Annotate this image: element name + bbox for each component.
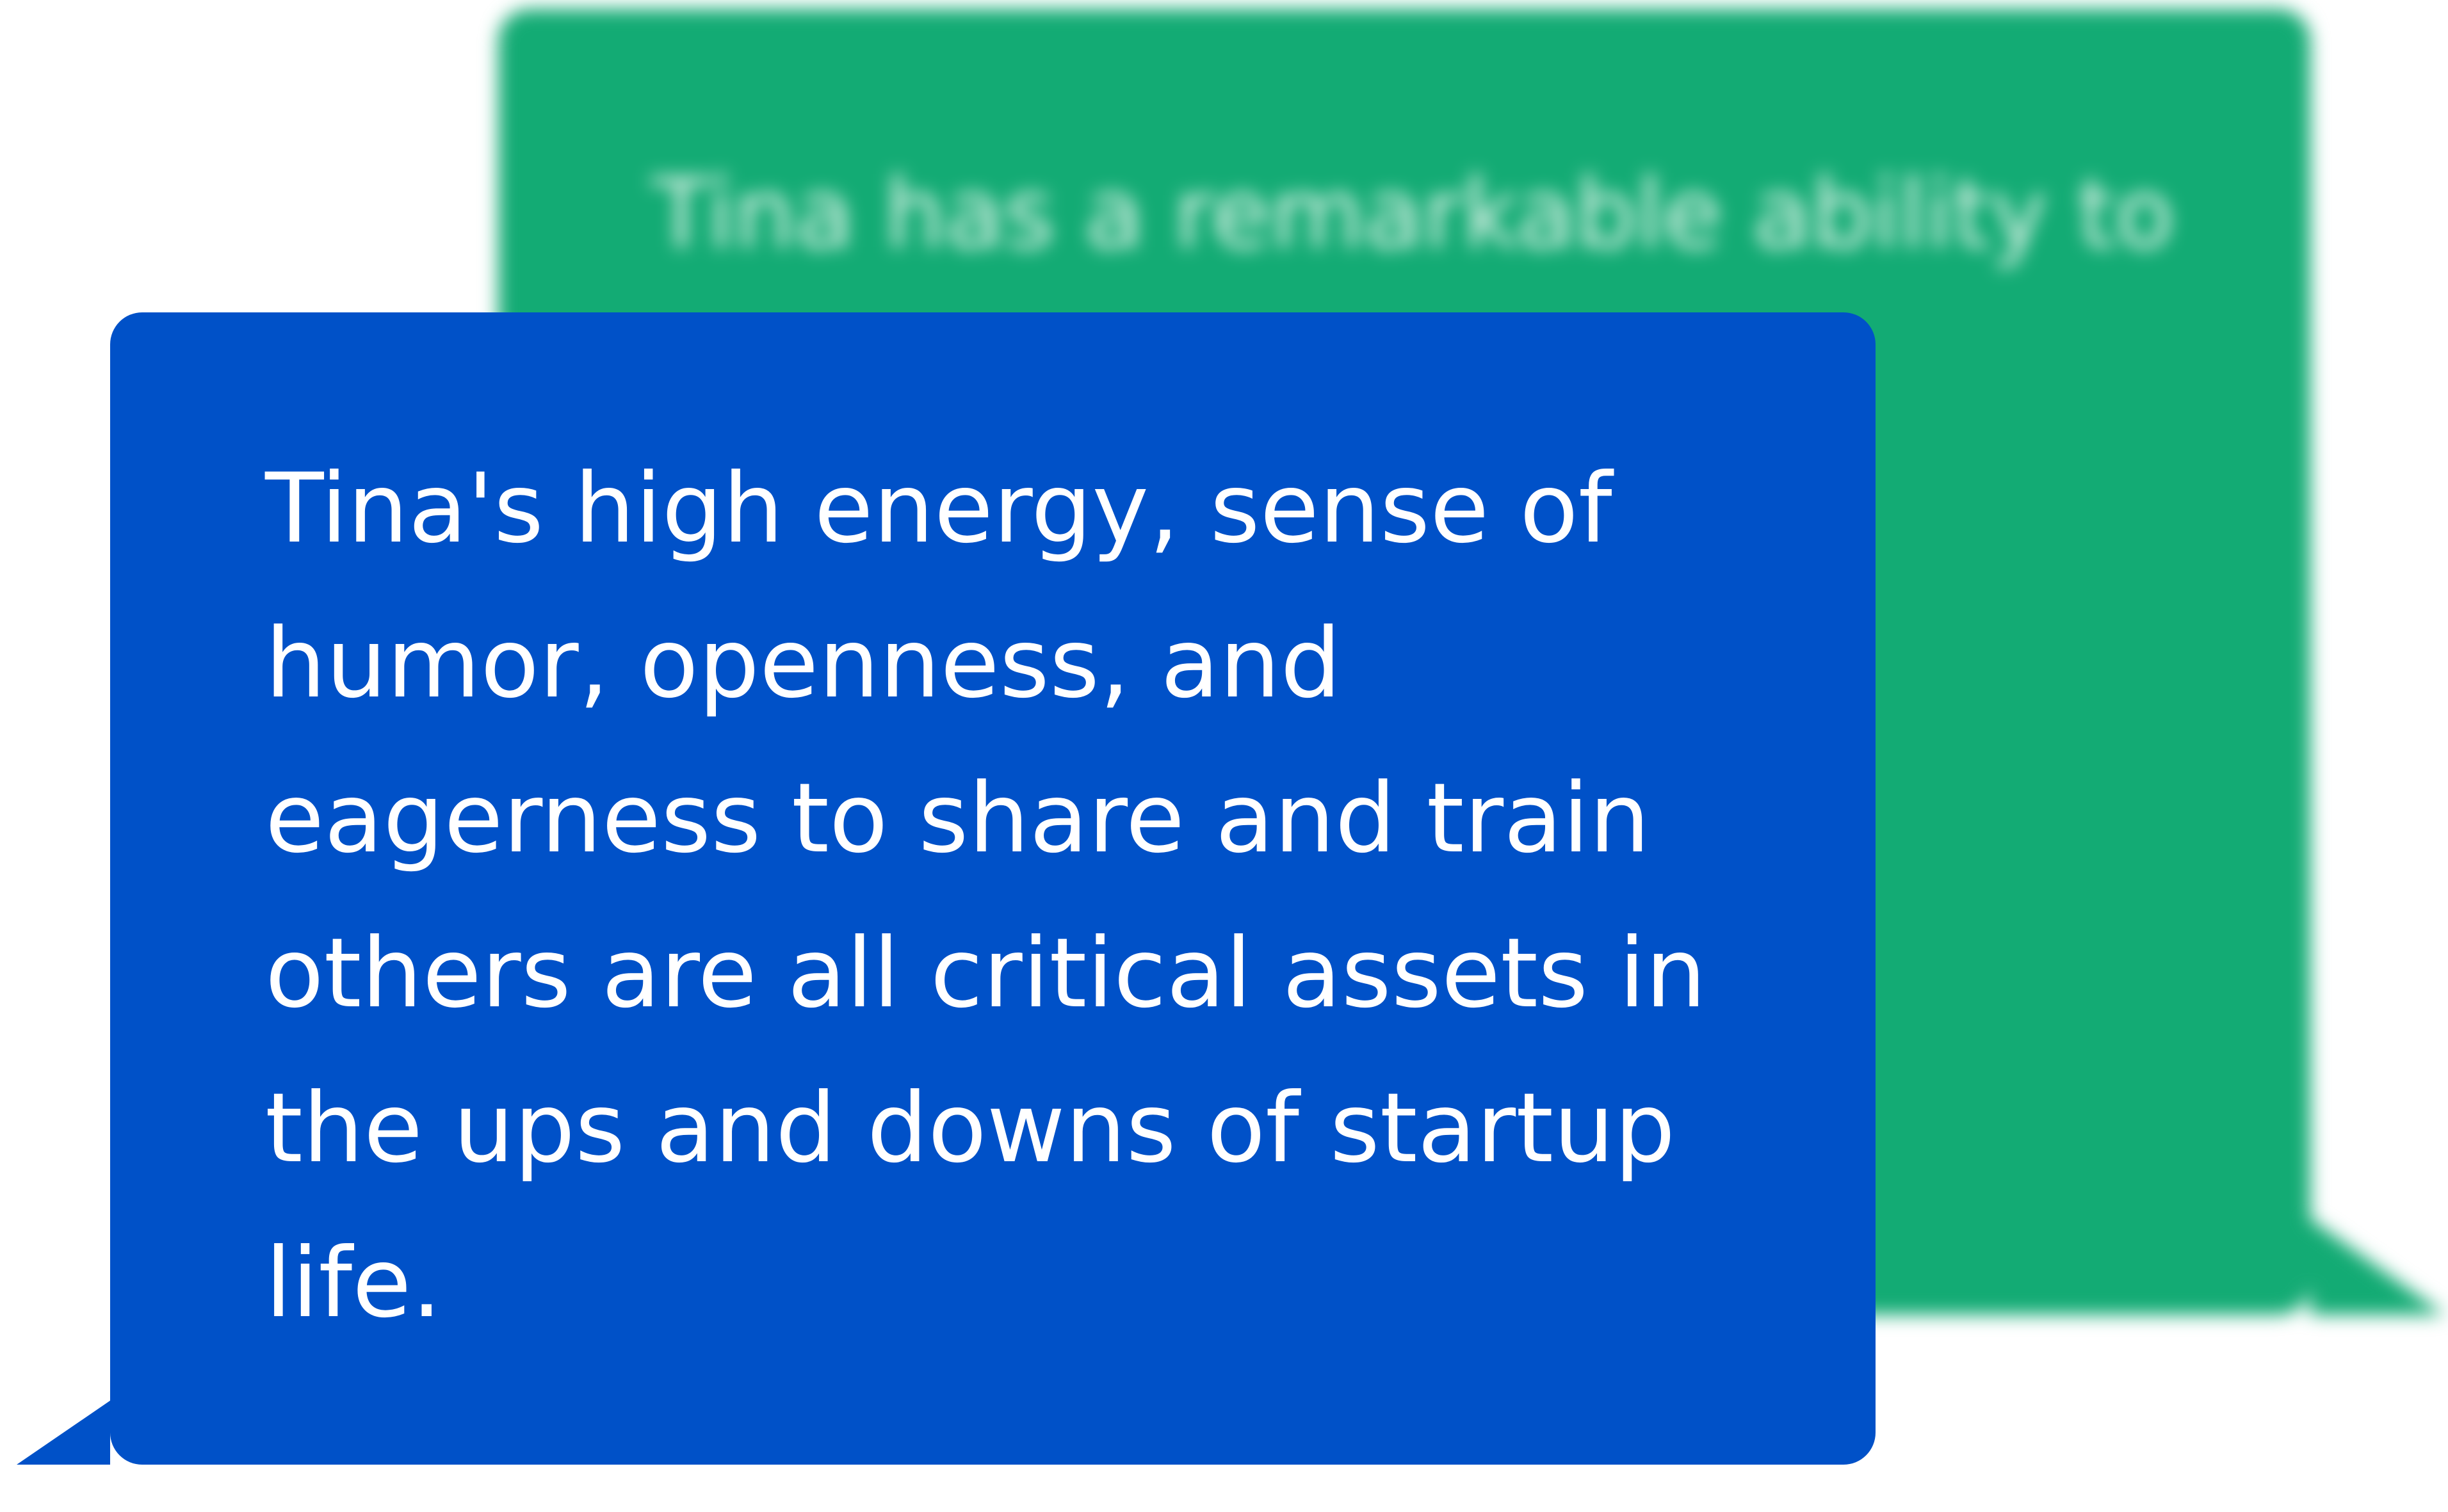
testimonial-bubble-front: Tina's high energy, sense of humor, open… bbox=[17, 312, 1876, 1465]
bubble-back-tail bbox=[2310, 1219, 2445, 1315]
bubble-front-quote: Tina's high energy, sense of humor, open… bbox=[265, 453, 1706, 1339]
bubble-front-tail bbox=[17, 1401, 110, 1465]
bubble-front-body bbox=[110, 312, 1876, 1465]
